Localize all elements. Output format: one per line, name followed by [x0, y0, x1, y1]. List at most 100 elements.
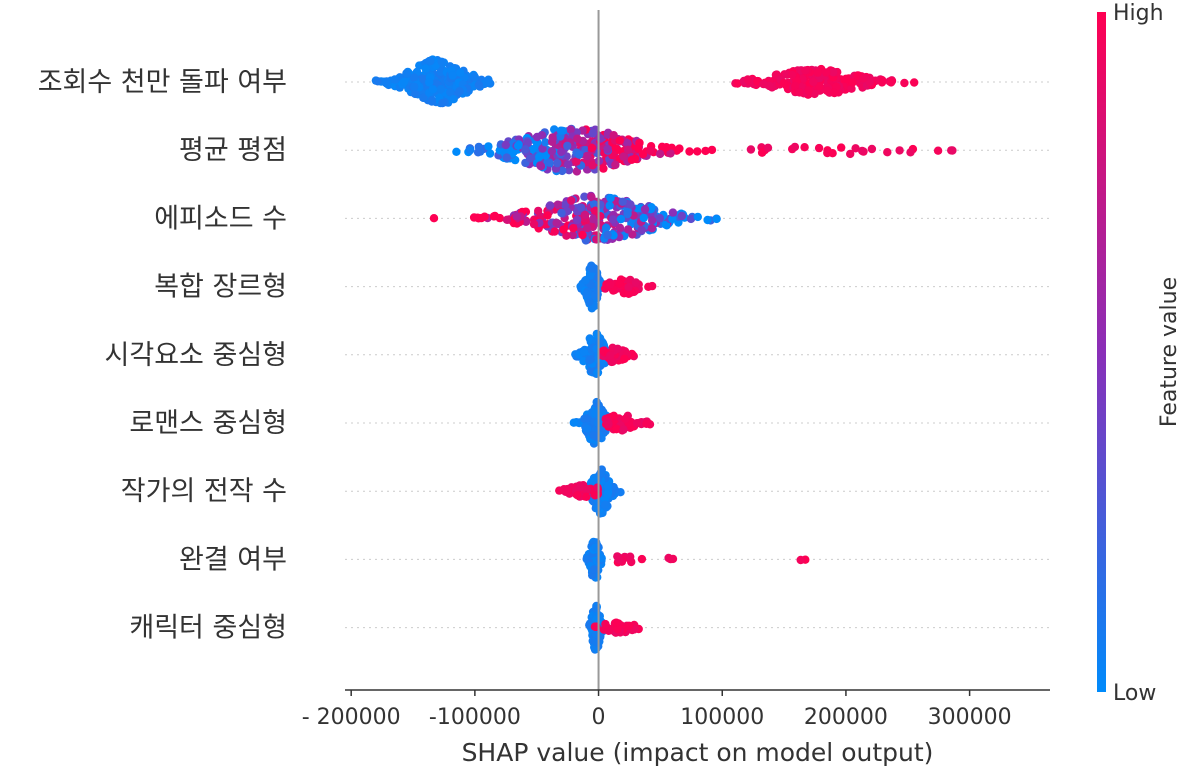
shap-point	[809, 77, 818, 87]
shap-point	[446, 88, 455, 97]
shap-point	[425, 78, 434, 87]
shap-point	[589, 565, 599, 574]
colorbar-high-label: High	[1113, 1, 1164, 26]
shap-point	[436, 85, 446, 94]
shap-point	[865, 78, 874, 87]
shap-point	[564, 160, 573, 169]
shap-point	[576, 483, 585, 492]
shap-point	[543, 211, 552, 220]
feature-label: 에피소드 수	[154, 203, 287, 234]
shap-point	[582, 151, 592, 161]
shap-point	[502, 153, 511, 162]
shap-point	[599, 164, 608, 173]
shap-point	[436, 67, 445, 77]
shap-point	[616, 214, 626, 224]
shap-point	[521, 145, 530, 154]
shap-point	[895, 146, 904, 155]
shap-point	[623, 225, 633, 234]
shap-point	[572, 167, 582, 176]
shap-point	[693, 212, 702, 222]
shap-point	[582, 290, 591, 299]
shap-point	[763, 143, 773, 152]
feature-label: 로맨스 중심형	[129, 408, 287, 439]
shap-point	[558, 166, 567, 176]
shap-point	[603, 490, 612, 499]
shap-point	[592, 330, 602, 339]
shap-point	[490, 211, 500, 221]
feature-label: 평균 평점	[179, 135, 287, 166]
shap-point	[535, 152, 544, 162]
shap-point	[830, 88, 839, 98]
shap-point	[373, 77, 382, 86]
shap-point	[553, 200, 562, 209]
shap-point	[532, 132, 542, 142]
shap-point	[648, 281, 657, 291]
shap-point	[603, 230, 612, 240]
shap-point	[587, 143, 597, 153]
shap-point	[482, 78, 491, 88]
shap-point	[438, 98, 447, 108]
feature-label: 완결 여부	[179, 544, 287, 575]
shap-point	[613, 344, 622, 353]
shap-point	[619, 152, 628, 161]
shap-point	[626, 552, 635, 561]
shap-point	[947, 146, 956, 155]
shap-point	[813, 68, 822, 77]
shap-point	[572, 157, 581, 166]
shap-point	[559, 225, 568, 234]
shap-point	[466, 145, 475, 155]
shap-point	[804, 86, 813, 95]
shap-point	[640, 205, 650, 214]
shap-point	[573, 491, 582, 500]
shap-point	[545, 158, 554, 167]
shap-point	[587, 193, 596, 202]
shap-point	[620, 354, 629, 364]
shap-point	[557, 208, 566, 218]
shap-point	[556, 126, 566, 135]
shap-point	[623, 139, 632, 148]
colorbar	[1097, 12, 1106, 692]
shap-point	[646, 146, 655, 156]
shap-point	[877, 78, 887, 87]
shap-point	[623, 209, 632, 219]
shap-point	[592, 504, 602, 513]
shap-point	[647, 216, 657, 225]
shap-point	[593, 368, 602, 377]
shap-point	[637, 554, 647, 564]
shap-point	[474, 142, 483, 152]
shap-point	[426, 56, 435, 66]
shap-point	[502, 215, 512, 224]
shap-point	[655, 213, 664, 223]
shap-point	[621, 414, 630, 423]
shap-point	[851, 144, 860, 153]
shap-point	[609, 231, 618, 240]
shap-point	[514, 141, 523, 150]
shap-point	[746, 145, 756, 154]
shap-point	[550, 227, 559, 236]
shap-point	[841, 74, 851, 84]
shap-point	[787, 70, 797, 80]
shap-point	[606, 193, 615, 203]
shap-point	[456, 68, 465, 77]
shap-point	[608, 357, 617, 366]
shap-point	[886, 78, 896, 87]
shap-point	[666, 149, 675, 158]
shap-point	[837, 143, 846, 152]
shap-point	[693, 147, 702, 156]
shap-point	[829, 68, 838, 77]
shap-point	[568, 230, 577, 240]
shap-point	[822, 68, 831, 77]
shap-point	[613, 552, 622, 561]
shap-point	[525, 154, 535, 163]
shap-point	[448, 71, 457, 80]
shap-point	[415, 61, 424, 70]
shap-point	[601, 619, 610, 629]
shap-point	[814, 143, 824, 153]
shap-point	[577, 203, 586, 212]
shap-point	[582, 492, 591, 501]
shap-point	[800, 143, 809, 152]
shap-point	[581, 276, 590, 285]
shap-point	[590, 543, 600, 552]
